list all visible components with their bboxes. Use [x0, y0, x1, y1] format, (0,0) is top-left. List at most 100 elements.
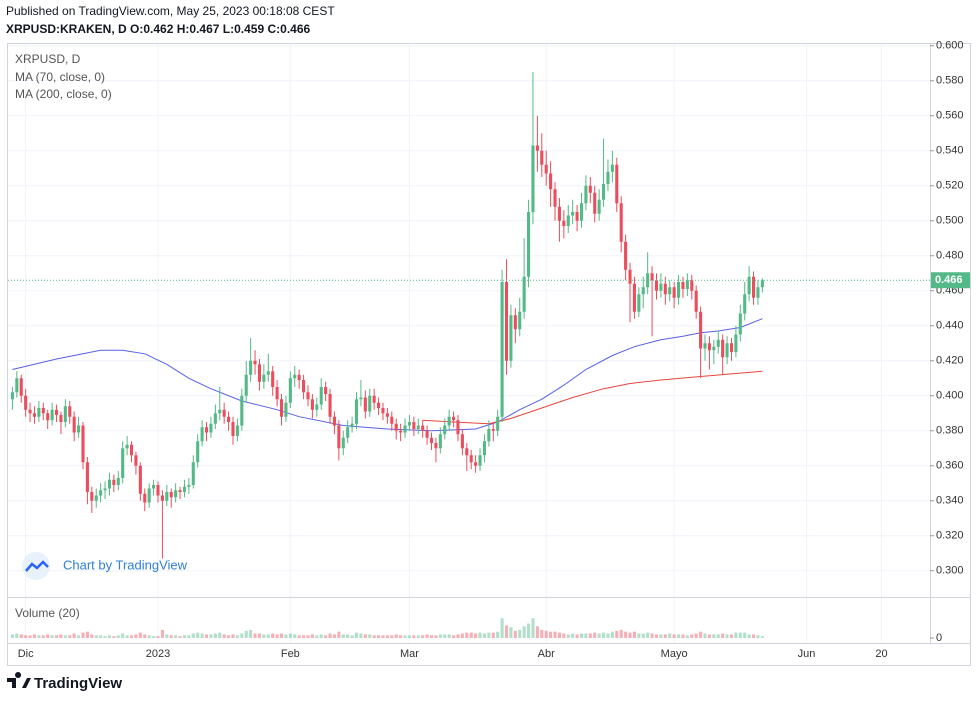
candle-body — [90, 492, 94, 501]
candle-body — [712, 346, 716, 351]
candle-body — [68, 406, 72, 417]
volume-bar — [147, 635, 151, 638]
candle-body — [469, 455, 473, 463]
volume-bar — [253, 633, 257, 638]
candle-body — [681, 282, 685, 289]
volume-bar — [134, 634, 138, 638]
volume-bar — [672, 634, 676, 638]
candle-body — [474, 462, 478, 466]
volume-bar — [54, 635, 59, 638]
candle-body — [134, 455, 138, 466]
candle-body — [659, 283, 663, 291]
volume-bar — [257, 633, 261, 638]
candle-body — [174, 490, 178, 498]
candle-body — [703, 343, 707, 349]
volume-bar — [377, 635, 381, 638]
candle-body — [584, 185, 588, 204]
candle-body — [540, 150, 544, 165]
volume-bar — [10, 634, 14, 638]
volume-bar — [41, 635, 45, 638]
candle-body — [756, 287, 760, 298]
candle-body — [566, 215, 570, 226]
volume-bar — [204, 634, 209, 638]
volume-bar — [103, 636, 107, 638]
volume-bar — [174, 635, 178, 638]
volume-bar — [293, 634, 297, 638]
candle-body — [549, 173, 553, 190]
volume-bar — [341, 634, 345, 638]
candle-body — [522, 276, 526, 312]
x-tick-label: Abr — [538, 648, 555, 660]
volume-bar — [363, 634, 367, 638]
candle-body — [271, 371, 275, 387]
candle-body — [24, 395, 28, 410]
volume-bar — [240, 633, 244, 638]
volume-bar — [297, 635, 301, 638]
published-line: Published on TradingView.com, May 25, 20… — [6, 4, 335, 18]
volume-bar — [266, 634, 270, 638]
candle-body — [332, 416, 336, 426]
volume-bar — [288, 633, 292, 638]
volume-bar — [46, 634, 50, 638]
candle-body — [37, 408, 41, 417]
volume-bar — [747, 634, 751, 638]
candle-body — [482, 441, 486, 456]
volume-bar — [28, 635, 32, 638]
candle-body — [518, 311, 522, 330]
volume-bar — [372, 635, 376, 638]
volume-bar — [452, 635, 456, 638]
volume-bar — [209, 634, 213, 638]
volume-bar — [416, 635, 420, 638]
volume-bar — [107, 635, 112, 638]
candle-body — [200, 427, 204, 442]
ohlc-label: L: — [223, 22, 234, 36]
ohlc-value: 0.467 — [189, 22, 219, 36]
volume-bar — [619, 629, 623, 638]
volume-bar — [350, 635, 354, 638]
candle-body — [685, 280, 689, 289]
volume-bar — [24, 635, 28, 638]
volume-bar — [557, 632, 561, 638]
candle-body — [496, 416, 500, 431]
candle-body — [28, 409, 32, 414]
volume-bar — [368, 634, 372, 638]
volume-bar — [588, 633, 592, 638]
candle-body — [721, 339, 725, 358]
volume-bar — [707, 634, 711, 638]
candle-body — [425, 430, 429, 438]
y-tick-label: 0.380 — [936, 425, 964, 437]
volume-bar — [271, 633, 275, 638]
volume-bar — [549, 631, 553, 638]
x-tick-label: Mar — [400, 648, 419, 660]
symbol-line: XRPUSD:KRAKEN, D O:0.462 H:0.467 L:0.459… — [6, 22, 311, 36]
volume-bar — [85, 631, 89, 638]
volume-bar — [584, 633, 588, 638]
x-tick-label: Dic — [18, 648, 34, 660]
volume-bar — [15, 633, 19, 638]
candle-body — [434, 443, 438, 449]
volume-bar — [474, 633, 478, 638]
volume-bar — [690, 634, 694, 638]
volume-bar — [90, 634, 94, 638]
volume-bar — [394, 634, 398, 638]
volume-bar — [540, 629, 544, 638]
candle-body — [593, 192, 597, 214]
candle-body — [399, 430, 403, 433]
candle-body — [10, 392, 14, 400]
volume-bar — [50, 635, 54, 638]
candle-body — [72, 416, 76, 433]
candle-body — [275, 387, 279, 400]
candle-body — [760, 280, 764, 288]
candle-body — [350, 423, 354, 428]
volume-bar — [729, 634, 734, 638]
candle-body — [509, 315, 513, 361]
legend-entry: MA (200, close, 0) — [15, 87, 112, 101]
volume-bar — [121, 633, 125, 638]
candle-body — [121, 448, 125, 478]
candle-body — [293, 374, 297, 379]
candle-body — [407, 422, 411, 426]
candle-body — [204, 427, 209, 433]
volume-bar — [68, 635, 72, 638]
